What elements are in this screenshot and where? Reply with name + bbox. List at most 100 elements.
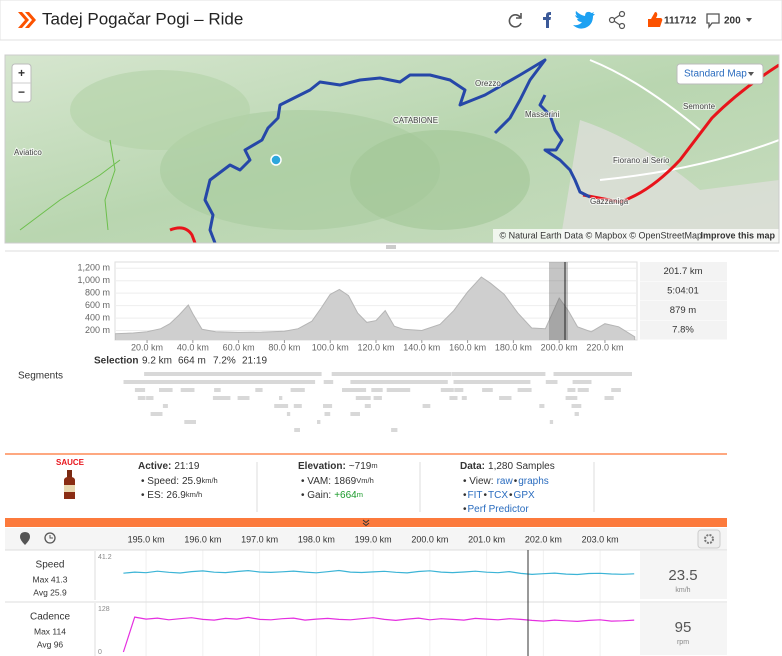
segment-bar[interactable] [499, 396, 512, 400]
kudos-icon[interactable] [648, 12, 663, 27]
segment-bar[interactable] [323, 380, 334, 384]
segment-bar[interactable] [323, 404, 333, 408]
segment-bar[interactable] [545, 380, 558, 384]
segment-bar[interactable] [184, 420, 196, 424]
segment-bar[interactable] [161, 388, 166, 392]
segment-bar[interactable] [342, 388, 347, 392]
settings-button[interactable] [697, 529, 721, 549]
segment-bar[interactable] [549, 420, 554, 424]
segment-bar[interactable] [519, 380, 531, 384]
segment-bar[interactable] [297, 372, 322, 376]
segment-bar[interactable] [324, 412, 331, 416]
segment-bar[interactable] [391, 428, 398, 432]
pin-button[interactable] [20, 532, 30, 545]
segment-bar[interactable] [577, 388, 589, 392]
comment-icon[interactable] [706, 13, 720, 29]
segment-bar[interactable] [482, 388, 493, 392]
segment-bar[interactable] [294, 428, 300, 432]
segment-bar[interactable] [180, 388, 195, 392]
facebook-button[interactable] [543, 12, 551, 28]
layer-select-label[interactable]: Standard Map [684, 69, 747, 80]
segment-bar[interactable] [290, 388, 305, 392]
segment-bar[interactable] [361, 380, 390, 384]
segment-bar[interactable] [134, 388, 146, 392]
link[interactable]: graphs [518, 476, 549, 487]
segment-bar[interactable] [203, 380, 207, 384]
zoom-out[interactable]: − [18, 85, 25, 99]
menu-toggle[interactable] [746, 18, 752, 22]
segment-bar[interactable] [146, 396, 154, 400]
segment-bar[interactable] [571, 404, 582, 408]
segment-bar[interactable] [373, 396, 382, 400]
segment-bar[interactable] [205, 380, 211, 384]
segment-bar[interactable] [461, 396, 467, 400]
share-button[interactable] [608, 10, 626, 30]
segment-bar[interactable] [188, 372, 206, 376]
segment-bar[interactable] [236, 380, 258, 384]
segment-bar[interactable] [604, 396, 614, 400]
segment-bar[interactable] [150, 412, 163, 416]
segment-bar[interactable] [144, 372, 172, 376]
clock-hands[interactable] [49, 535, 53, 539]
segment-bar[interactable] [159, 388, 173, 392]
segment-bar[interactable] [351, 388, 367, 392]
segment-bar[interactable] [567, 388, 576, 392]
segment-bar[interactable] [293, 404, 302, 408]
segment-bar[interactable] [497, 372, 539, 376]
segment-bar[interactable] [274, 404, 289, 408]
segment-bar[interactable] [371, 388, 383, 392]
resize-handle[interactable] [386, 245, 396, 249]
segment-bar[interactable] [255, 388, 263, 392]
link[interactable]: FIT [468, 490, 483, 501]
link[interactable]: raw [497, 476, 514, 487]
segment-bar[interactable] [517, 388, 532, 392]
segment-bar[interactable] [347, 372, 377, 376]
segment-bar[interactable] [463, 372, 506, 376]
segment-bar[interactable] [422, 404, 431, 408]
segment-bar[interactable] [452, 396, 458, 400]
improve-map-link[interactable]: Improve this map [700, 230, 775, 240]
segment-bar[interactable] [197, 372, 247, 376]
segment-bar[interactable] [395, 388, 411, 392]
segment-bar[interactable] [286, 412, 291, 416]
segment-bar[interactable] [565, 396, 578, 400]
segment-bar[interactable] [355, 396, 371, 400]
segment-bar[interactable] [124, 380, 173, 384]
segment-bar[interactable] [454, 388, 464, 392]
link[interactable]: GPX [514, 490, 535, 501]
segment-bar[interactable] [261, 380, 294, 384]
gear-icon[interactable] [704, 534, 714, 544]
segment-bar[interactable] [572, 380, 592, 384]
segment-bar[interactable] [137, 396, 146, 400]
layer-select[interactable] [676, 63, 764, 85]
segment-bar[interactable] [386, 388, 395, 392]
segment-bar[interactable] [214, 388, 221, 392]
segment-bar[interactable] [403, 372, 436, 376]
refresh-button[interactable] [508, 13, 522, 28]
link[interactable]: Perf Predictor [468, 504, 530, 515]
segment-bar[interactable] [237, 396, 250, 400]
segment-bar[interactable] [364, 404, 371, 408]
segment-bar[interactable] [452, 372, 460, 376]
toggle-icon[interactable] [362, 519, 370, 527]
segment-bar[interactable] [162, 404, 168, 408]
segment-bar[interactable] [317, 420, 321, 424]
segment-bar[interactable] [440, 388, 454, 392]
segment-bar[interactable] [350, 412, 360, 416]
zoom-in[interactable]: + [18, 66, 25, 80]
segment-bar[interactable] [588, 372, 632, 376]
segment-bar[interactable] [574, 412, 579, 416]
segment-bar[interactable] [212, 396, 224, 400]
segment-bar[interactable] [391, 380, 444, 384]
twitter-button[interactable] [573, 11, 595, 29]
segment-bar[interactable] [553, 372, 615, 376]
segment-bar[interactable] [396, 372, 420, 376]
segment-bar[interactable] [424, 372, 452, 376]
segment-bar[interactable] [435, 380, 444, 384]
link[interactable]: TCX [488, 490, 508, 501]
segment-bar[interactable] [256, 372, 306, 376]
clock-button[interactable] [44, 532, 56, 544]
segment-bar[interactable] [611, 388, 621, 392]
segment-bar[interactable] [539, 404, 545, 408]
segment-bar[interactable] [453, 380, 509, 384]
